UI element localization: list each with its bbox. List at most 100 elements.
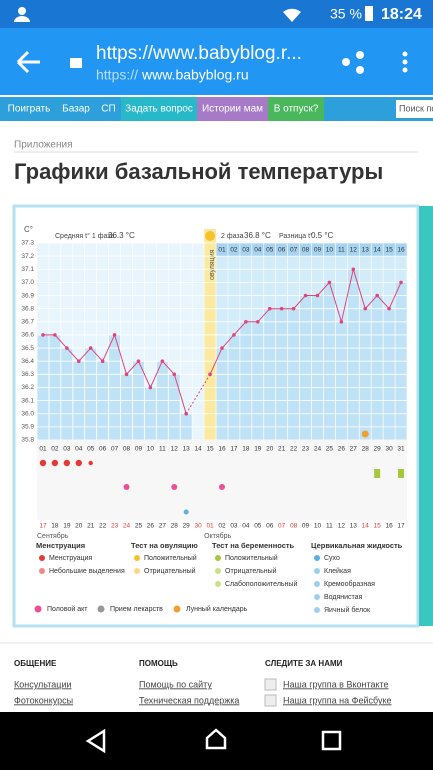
wifi-icon <box>283 8 301 22</box>
url[interactable]: https://www.babyblog.r... <box>96 43 302 64</box>
temp-point <box>88 346 93 350</box>
temp-point <box>267 306 272 311</box>
url-host: www.babyblog.ru <box>141 67 249 83</box>
nav-item[interactable]: Задать вопрос <box>125 104 193 115</box>
nav-item[interactable]: В отпуск? <box>274 104 319 115</box>
url-scheme: https:// <box>96 67 138 83</box>
cycle-day: 26 <box>338 446 346 453</box>
phase2-day: 07 <box>290 247 298 254</box>
fluid-icon <box>183 509 189 515</box>
date-label: 18 <box>51 523 59 530</box>
nav-item[interactable]: Истории мам <box>202 104 263 115</box>
phase2-day: 11 <box>338 247 345 254</box>
date-label: 06 <box>266 523 274 530</box>
temp-point <box>148 385 153 390</box>
legend-item: Сухо <box>324 555 340 562</box>
cycle-day: 27 <box>350 446 358 453</box>
pregnancy-test-icon <box>374 469 381 478</box>
phase2-day: 05 <box>266 247 274 254</box>
battery: 35 % <box>330 6 362 22</box>
footer-link[interactable]: Техническая поддержка <box>139 695 239 705</box>
month-label: Октябрь <box>204 532 231 540</box>
nav-tab <box>121 97 197 121</box>
legend-icon <box>134 555 140 561</box>
cycle-day: 18 <box>242 446 250 453</box>
date-label: 23 <box>111 523 119 530</box>
footer-link[interactable]: Наша группа в Вконтакте <box>283 679 389 689</box>
side-tab[interactable] <box>419 206 433 626</box>
y-tick-label: 36.8 <box>21 305 34 312</box>
nav-tab <box>197 97 268 121</box>
phase2-day: 16 <box>397 247 405 254</box>
cycle-day: 11 <box>159 446 166 453</box>
legend-title: Тест на овуляцию <box>131 541 198 550</box>
y-tick-label: 36.5 <box>21 345 34 352</box>
legend-icon <box>215 568 221 574</box>
stat-label: 2 фаза <box>221 233 244 240</box>
share-icon[interactable] <box>342 51 364 74</box>
nav-item[interactable]: Базар <box>62 104 90 115</box>
temp-point <box>244 320 248 324</box>
legend-title: Менструация <box>36 541 85 550</box>
legend-item: Яичный белок <box>324 606 371 614</box>
legend-item: Половой акт <box>47 605 88 613</box>
cycle-day: 13 <box>183 446 191 453</box>
cycle-day: 29 <box>374 446 382 453</box>
temp-point <box>160 359 165 364</box>
y-tick-label: 36.0 <box>21 410 34 417</box>
legend-icon <box>39 568 45 574</box>
legend-icon <box>173 605 181 613</box>
month-label: Сентябрь <box>37 532 69 540</box>
time: 18:24 <box>381 6 422 23</box>
nav-item[interactable]: Поиграть <box>8 104 51 115</box>
phase2-day: 15 <box>385 247 393 254</box>
symptom-bg <box>37 440 407 520</box>
temp-point <box>41 333 45 337</box>
cycle-day: 06 <box>99 446 107 453</box>
date-label: 12 <box>338 523 346 530</box>
y-tick-label: 35.9 <box>21 424 34 431</box>
y-tick-label: 36.3 <box>21 371 34 378</box>
nav-tab <box>268 97 324 121</box>
battery-icon <box>365 6 373 21</box>
legend-icon <box>34 605 42 613</box>
footer-link[interactable]: Помощь по сайту <box>139 679 212 689</box>
stat-value: 36.3 °C <box>108 231 135 240</box>
temp-point <box>303 293 308 298</box>
back-key[interactable] <box>85 728 106 754</box>
cycle-day: 15 <box>206 446 214 453</box>
search-box[interactable] <box>396 100 433 118</box>
legend-icon <box>314 607 320 613</box>
nav-item[interactable]: СП <box>101 104 115 115</box>
back-button[interactable] <box>16 50 40 74</box>
legend-item: Кремообразная <box>324 580 375 588</box>
breadcrumb[interactable]: Приложения <box>14 140 73 151</box>
date-label: 07 <box>278 523 286 530</box>
home-key[interactable] <box>205 728 227 750</box>
date-label: 28 <box>171 523 179 530</box>
y-tick-label: 37.3 <box>21 240 34 247</box>
date-label: 09 <box>302 523 310 530</box>
y-tick-label: 36.2 <box>21 384 34 391</box>
footer-link[interactable]: Наша группа на Фейсбуке <box>283 695 392 705</box>
temp-point <box>136 359 141 364</box>
menu-icon[interactable] <box>402 51 408 73</box>
recents-key[interactable] <box>321 730 342 751</box>
date-label: 08 <box>290 523 298 530</box>
legend-title: Тест на беременность <box>212 541 295 550</box>
date-label: 25 <box>135 523 143 530</box>
legend-item: Клейкая <box>324 567 351 575</box>
footer-link[interactable]: Фотоконкурсы <box>14 695 73 705</box>
cycle-day: 14 <box>195 446 203 453</box>
legend-item: Отрицательный <box>144 567 196 575</box>
intercourse-icon <box>123 484 130 490</box>
y-tick-label: 35.8 <box>21 437 34 444</box>
social-icon <box>264 678 277 691</box>
temp-point <box>387 306 391 311</box>
footer-link[interactable]: Консультации <box>14 679 72 689</box>
temp-point <box>256 320 260 324</box>
legend-item: Положительный <box>144 554 197 562</box>
legend-icon <box>314 555 320 561</box>
legend-icon <box>314 594 320 600</box>
cycle-day: 12 <box>171 446 179 453</box>
